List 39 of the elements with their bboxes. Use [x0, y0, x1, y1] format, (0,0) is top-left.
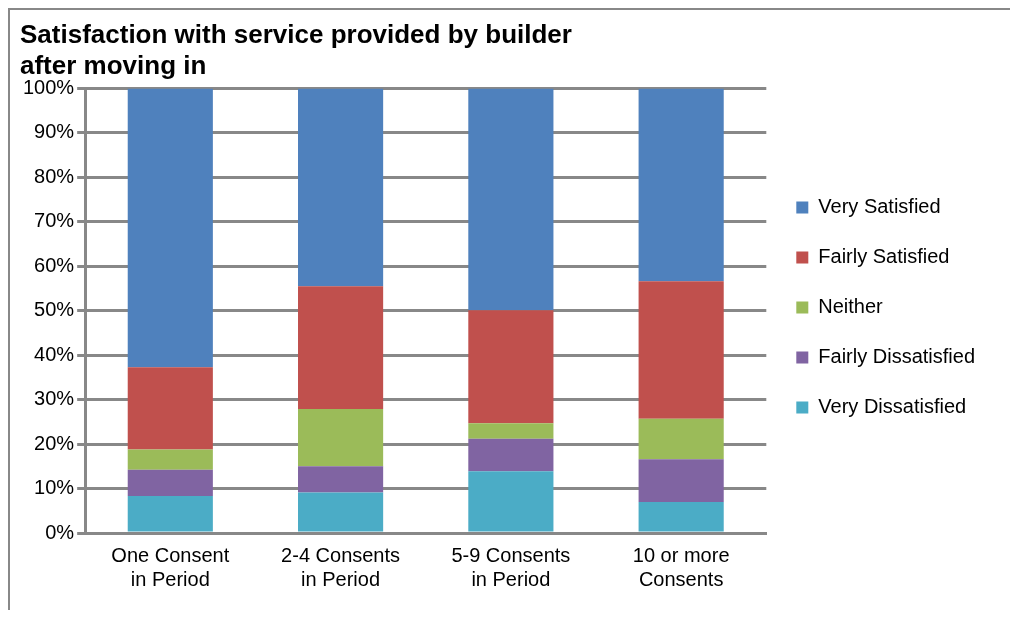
bar [127, 449, 213, 470]
bar [638, 281, 724, 419]
bar [638, 418, 724, 460]
y-tick-label: 80% [34, 164, 75, 187]
bar [127, 367, 213, 450]
bar [298, 492, 384, 532]
bar [127, 496, 213, 532]
x-tick-label: 5-9 Consents in Period [451, 543, 571, 590]
bar [127, 469, 213, 497]
bar [127, 88, 213, 368]
y-tick-label: 50% [34, 298, 75, 321]
y-tick-label: 40% [34, 342, 75, 365]
y-tick-label: 70% [34, 209, 75, 232]
x-tick-label: One Consent in Period [111, 543, 230, 590]
bar [298, 88, 384, 287]
legend-label: Very Satisfied [818, 195, 941, 218]
y-tick-label: 0% [45, 520, 75, 543]
bar [298, 466, 384, 493]
bar [298, 408, 384, 467]
bar [468, 471, 554, 532]
y-tick-label: 90% [34, 120, 75, 143]
bar [298, 286, 384, 409]
bar [468, 438, 554, 472]
bar [638, 459, 724, 502]
bar [638, 88, 724, 282]
legend-label: Very Dissatisfied [818, 395, 967, 418]
x-tick-label: 10 or more Consents [632, 543, 730, 590]
bar [468, 423, 554, 439]
bar [638, 501, 724, 532]
legend-label: Neither [818, 295, 884, 318]
legend-label: Fairly Satisfied [818, 245, 950, 268]
bar [468, 88, 554, 311]
bar [468, 310, 554, 424]
x-tick-label: 2-4 Consents in Period [281, 543, 401, 590]
y-tick-label: 60% [34, 253, 75, 276]
y-tick-label: 10% [34, 476, 75, 499]
y-tick-label: 30% [34, 387, 75, 410]
y-tick-label: 20% [34, 431, 75, 454]
legend-label: Fairly Dissatisfied [818, 345, 975, 368]
